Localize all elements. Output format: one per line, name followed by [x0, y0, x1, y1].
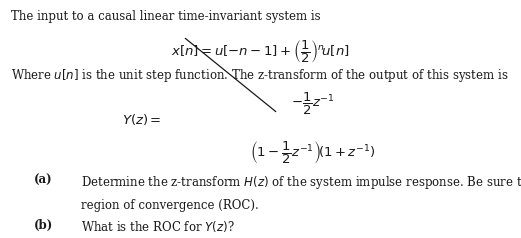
Text: (a): (a): [34, 174, 53, 187]
Text: $Y(z)=$: $Y(z)=$: [122, 112, 162, 127]
Text: (b): (b): [34, 219, 53, 232]
Text: The input to a causal linear time-invariant system is: The input to a causal linear time-invari…: [11, 10, 321, 23]
Text: $x[n]=u[-n-1]+\left(\dfrac{1}{2}\right)^{n}\!u[n]$: $x[n]=u[-n-1]+\left(\dfrac{1}{2}\right)^…: [171, 38, 350, 65]
Text: $-\dfrac{1}{2}z^{-1}$: $-\dfrac{1}{2}z^{-1}$: [291, 90, 334, 117]
Text: Where $u[n]$ is the unit step function. The z-transform of the output of this sy: Where $u[n]$ is the unit step function. …: [11, 67, 509, 84]
Text: $\left(1-\dfrac{1}{2}z^{-1}\right)\!\left(1+z^{-1}\right)$: $\left(1-\dfrac{1}{2}z^{-1}\right)\!\lef…: [250, 139, 375, 166]
Text: region of convergence (ROC).: region of convergence (ROC).: [81, 199, 258, 212]
Text: Determine the z-transform $H(z)$ of the system impulse response. Be sure to spec: Determine the z-transform $H(z)$ of the …: [81, 174, 521, 191]
Text: What is the ROC for $Y(z)$?: What is the ROC for $Y(z)$?: [81, 219, 234, 234]
